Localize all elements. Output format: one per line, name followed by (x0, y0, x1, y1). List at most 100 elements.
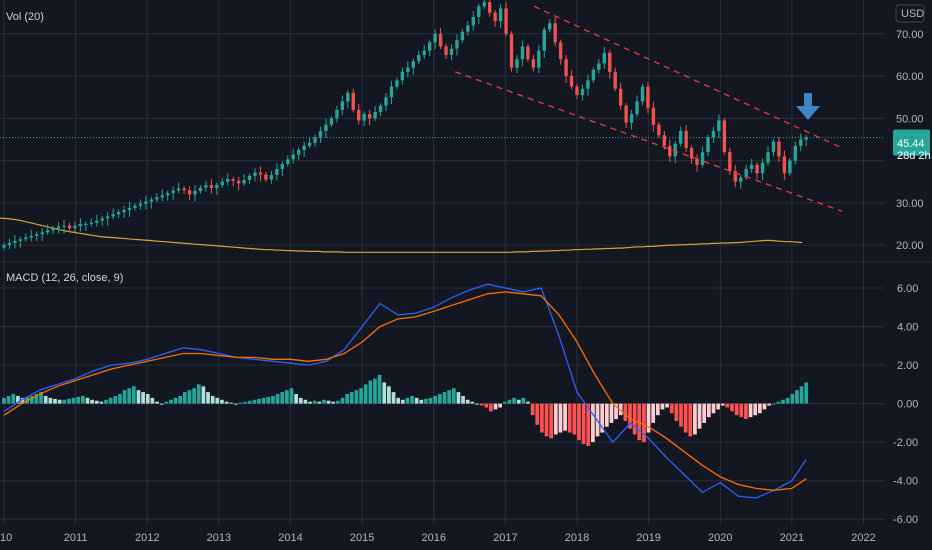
macd-histogram-bar (623, 403, 628, 421)
macd-axis[interactable]: 6.00 4.00 2.00 0.00 -2.00 -4.00 -6.00 (893, 283, 918, 526)
price-axis[interactable]: 70.00 60.00 50.00 30.00 20.00 (896, 29, 924, 252)
macd-histogram-bar (308, 401, 312, 404)
macd-histogram-bar (706, 403, 711, 418)
candle-body (417, 54, 421, 62)
candle-body (624, 105, 628, 123)
candle-body (275, 169, 279, 175)
macd-histogram-bar (326, 400, 331, 404)
macd-histogram-bar (646, 403, 651, 433)
macd-histogram-bar (16, 395, 20, 404)
macd-histogram-bar (257, 398, 261, 404)
macd-histogram-bar (220, 399, 224, 404)
candle-body (45, 230, 50, 233)
macd-histogram-bar (720, 403, 725, 406)
candle-body (264, 174, 268, 180)
macd-histogram-bar (410, 395, 414, 404)
macd-histogram-bar (581, 403, 586, 445)
macd-histogram-bar (391, 392, 396, 404)
macd-histogram-bar (2, 397, 6, 404)
macd-histogram-bar (725, 403, 730, 408)
macd-histogram-bar (280, 392, 285, 404)
candle-body (18, 239, 23, 241)
candle-body (760, 162, 765, 174)
macd-histogram-bar (322, 399, 326, 404)
candle-body (488, 2, 492, 13)
candle-body (100, 218, 104, 221)
candle-body (253, 172, 257, 176)
volume-indicator-title: Vol (20) (6, 11, 44, 23)
macd-histogram-bar (577, 403, 581, 441)
candle-body (182, 188, 186, 191)
candle-body (346, 92, 350, 102)
candle-body (111, 214, 115, 217)
macd-histogram-bar (461, 395, 465, 404)
candle-body (176, 188, 181, 191)
candle-body (504, 8, 508, 34)
macd-histogram-bar (498, 403, 503, 408)
macd-histogram-bar (233, 403, 238, 405)
macd-histogram-bar (489, 403, 493, 412)
macd-histogram-bar (451, 388, 456, 404)
time-tick-label: 2021 (780, 532, 804, 544)
candle-body (187, 190, 192, 195)
candle-body (144, 201, 148, 204)
candle-body (569, 76, 574, 87)
macd-histogram-bar (730, 403, 734, 412)
macd-histogram-bar (655, 403, 660, 416)
candle-body (29, 235, 33, 238)
candle-body (35, 234, 39, 236)
candle-body (166, 193, 170, 196)
candle-body (226, 179, 230, 182)
macd-histogram-bar (799, 386, 804, 404)
macd-histogram-bar (182, 392, 187, 404)
macd-histogram-bar (159, 403, 164, 405)
macd-histogram-bar (136, 390, 141, 404)
lower-trendline (455, 71, 843, 212)
last-price-value: 45.44 (897, 138, 925, 150)
macd-histogram-bar (387, 386, 391, 404)
macd-histogram-bar (535, 403, 540, 425)
candle-body (220, 181, 224, 186)
macd-pane[interactable]: MACD (12, 26, close, 9) (2, 272, 809, 499)
macd-histogram-bar (512, 397, 516, 404)
macd-histogram-bar (11, 394, 16, 404)
macd-histogram-bar (665, 403, 669, 408)
currency-label: USD (901, 8, 924, 20)
macd-histogram-bar (48, 397, 53, 404)
candle-body (24, 237, 28, 240)
candle-body (367, 114, 372, 119)
macd-histogram-bar (502, 401, 507, 404)
candle-body (258, 172, 263, 175)
candle-body (717, 120, 721, 131)
macd-histogram-bar (303, 399, 308, 404)
candle-body (520, 46, 525, 60)
candle-body (340, 101, 345, 110)
macd-histogram-bar (618, 403, 623, 416)
macd-histogram-bar (345, 394, 349, 404)
candle-body (618, 88, 623, 106)
time-tick-label: 2015 (350, 532, 374, 544)
candle-body (477, 6, 481, 17)
time-axis[interactable]: 10 2011 2012 2013 2014 2015 2016 2017 2018 2019 20… (0, 532, 876, 544)
macd-histogram-bar (414, 397, 419, 404)
macd-tick-label: 4.00 (897, 322, 918, 334)
macd-histogram-bar (62, 399, 67, 404)
macd-histogram-bar (336, 400, 340, 404)
macd-histogram-bar (229, 402, 234, 404)
macd-histogram-bar (553, 403, 558, 435)
candle-body (307, 142, 312, 146)
candle-body (335, 109, 339, 119)
candle-body (7, 242, 12, 246)
macd-histogram-bar (790, 394, 795, 404)
macd-histogram-bar (178, 395, 183, 404)
macd-histogram-bar (271, 395, 275, 404)
down-arrow-icon (796, 93, 820, 120)
time-tick-label: 2019 (636, 532, 660, 544)
candle-body (198, 187, 203, 192)
price-pane[interactable]: Vol (20) (0, 0, 885, 253)
candle-body (662, 135, 667, 146)
candle-body (384, 97, 388, 106)
currency-button[interactable]: USD (895, 4, 925, 23)
macd-histogram-bar (312, 400, 317, 404)
